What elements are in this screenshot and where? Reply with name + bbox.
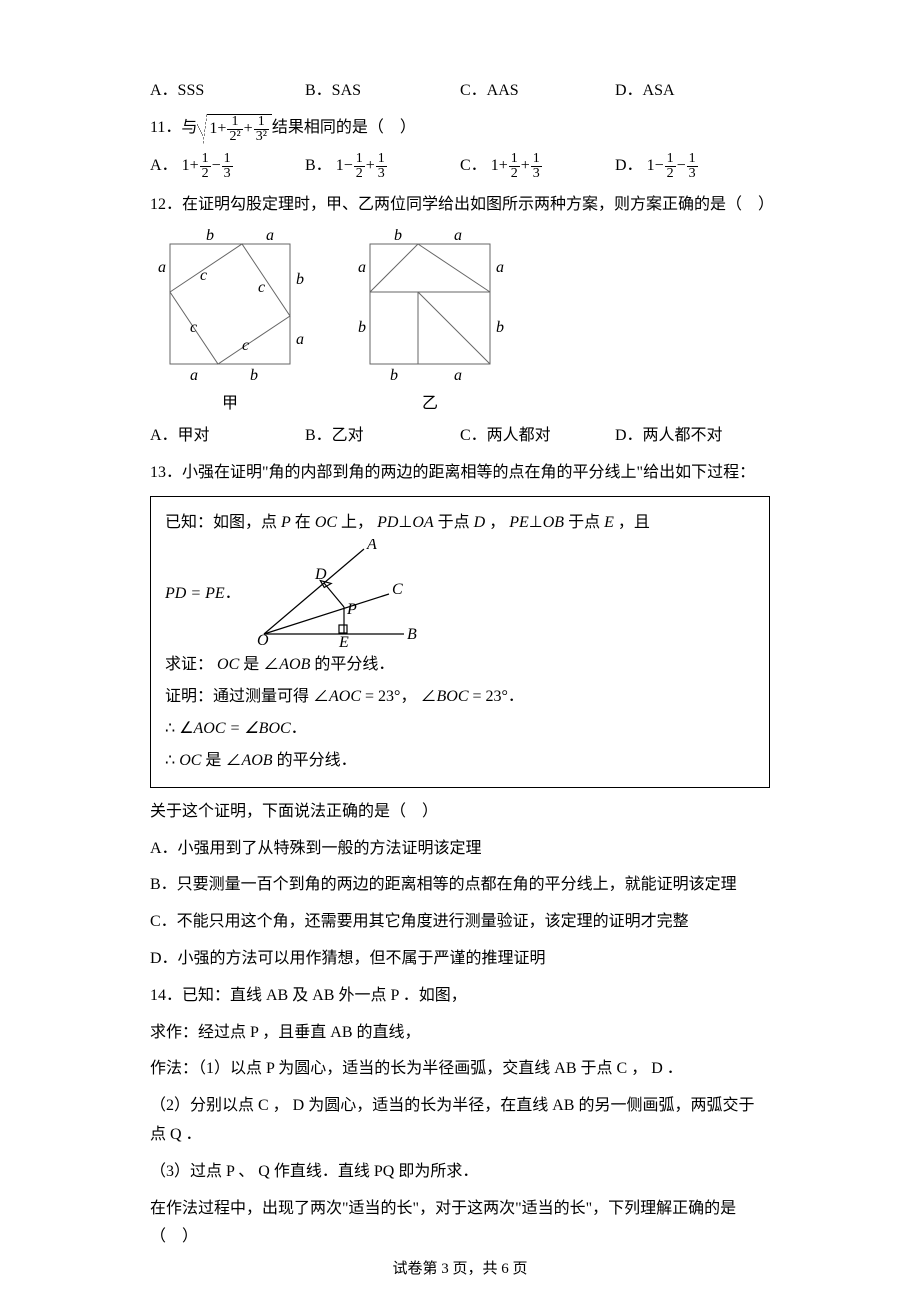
q10-options: A．SSS B．SAS C．AAS D．ASA <box>150 78 770 104</box>
q12-stem: 12．在证明勾股定理时，甲、乙两位同学给出如图所示两种方案，则方案正确的是（ ） <box>150 191 770 220</box>
q12-options: A．甲对 B．乙对 C．两人都对 D．两人都不对 <box>150 423 770 449</box>
q11-opt-a: A． 1+ 12 − 13 <box>150 152 305 181</box>
q10-opt-a: A．SSS <box>150 78 305 104</box>
q14-l1: 14．已知：直线 AB 及 AB 外一点 P ．如图， <box>150 982 770 1011</box>
svg-text:b: b <box>496 319 504 336</box>
svg-text:A: A <box>366 539 377 553</box>
q10-opt-d: D．ASA <box>615 78 770 104</box>
svg-text:a: a <box>296 331 304 348</box>
q12-opt-b: B．乙对 <box>305 423 460 449</box>
q13-prove: 求证： OC 是 AOB 的平分线． <box>165 649 755 681</box>
page: A．SSS B．SAS C．AAS D．ASA 11．与 1+ 12² + 13… <box>0 0 920 1302</box>
svg-text:b: b <box>394 229 402 244</box>
q12-opt-a: A．甲对 <box>150 423 305 449</box>
q12-opt-c: C．两人都对 <box>460 423 615 449</box>
q12-opt-d: D．两人都不对 <box>615 423 770 449</box>
q11-opt-d: D． 1− 12 − 13 <box>615 152 770 181</box>
svg-text:P: P <box>346 601 357 618</box>
q14-l2: 求作：经过点 P ，且垂直 AB 的直线， <box>150 1019 770 1048</box>
svg-text:B: B <box>407 626 417 643</box>
q10-opt-b: B．SAS <box>305 78 460 104</box>
q13-opt-a: A．小强用到了从特殊到一般的方法证明该定理 <box>150 835 770 864</box>
q13-after: 关于这个证明，下面说法正确的是（ ） <box>150 798 770 827</box>
q13-figure: O A B C D E P <box>249 539 419 649</box>
svg-text:O: O <box>257 632 269 649</box>
q11-opt-b: B． 1− 12 + 13 <box>305 152 460 181</box>
svg-text:b: b <box>250 367 258 384</box>
q14-l3: 作法：（1）以点 P 为圆心，适当的长为半径画弧，交直线 AB 于点 C ， D… <box>150 1055 770 1084</box>
svg-text:c: c <box>200 267 207 284</box>
q11-opt-c: C． 1+ 12 + 13 <box>460 152 615 181</box>
svg-text:a: a <box>454 367 462 384</box>
svg-text:a: a <box>496 259 504 276</box>
q13-proof-line2: AOC = ∠BOC． <box>165 713 755 745</box>
q11-stem: 11．与 1+ 12² + 13² 结果相同的是（ ） <box>150 114 770 144</box>
q14-l4: （2）分别以点 C ， D 为圆心，适当的长为半径，在直线 AB 的另一侧画弧，… <box>150 1092 770 1150</box>
svg-text:c: c <box>242 337 249 354</box>
q12-diagrams: b a a b a a b c c c c 甲 <box>150 229 770 413</box>
q13-proof-line3: OC 是 AOB 的平分线． <box>165 745 755 777</box>
q14-l5: （3）过点 P 、 Q 作直线．直线 PQ 即为所求． <box>150 1158 770 1187</box>
q13-given: 已知：如图，点 P 在 OC 上， PDOA 于点 D ， PEOB 于点 E … <box>165 507 755 539</box>
svg-text:a: a <box>158 259 166 276</box>
svg-text:b: b <box>390 367 398 384</box>
sqrt-icon: 1+ 12² + 13² <box>197 114 271 144</box>
svg-text:b: b <box>206 229 214 244</box>
q14-l6: 在作法过程中，出现了两次"适当的长"，对于这两次"适当的长"，下列理解正确的是（… <box>150 1195 770 1253</box>
svg-text:a: a <box>190 367 198 384</box>
yi-label: 乙 <box>350 389 510 413</box>
svg-text:a: a <box>266 229 274 244</box>
q12-diagram-jia: b a a b a a b c c c c 甲 <box>150 229 310 413</box>
q13-opt-b: B．只要测量一百个到角的两边的距离相等的点都在角的平分线上，就能证明该定理 <box>150 871 770 900</box>
svg-text:c: c <box>190 319 197 336</box>
q13-pd-pe-row: PD = PE． O A B C D E <box>165 539 755 649</box>
svg-text:C: C <box>392 581 403 598</box>
svg-text:c: c <box>258 279 265 296</box>
page-footer: 试卷第 3 页，共 6 页 <box>0 1257 920 1278</box>
q13-stem: 13．小强在证明"角的内部到角的两边的距离相等的点在角的平分线上"给出如下过程： <box>150 459 770 488</box>
yi-svg: b a a b a b b a <box>350 229 510 389</box>
jia-svg: b a a b a a b c c c c <box>150 229 310 389</box>
svg-text:a: a <box>454 229 462 244</box>
jia-label: 甲 <box>150 389 310 413</box>
svg-text:b: b <box>296 271 304 288</box>
q13-proof-box: 已知：如图，点 P 在 OC 上， PDOA 于点 D ， PEOB 于点 E … <box>150 496 770 788</box>
svg-text:b: b <box>358 319 366 336</box>
q12-diagram-yi: b a a b a b b a 乙 <box>350 229 510 413</box>
svg-text:a: a <box>358 259 366 276</box>
q13-opt-d: D．小强的方法可以用作猜想，但不属于严谨的推理证明 <box>150 945 770 974</box>
q13-opt-c: C．不能只用这个角，还需要用其它角度进行测量验证，该定理的证明才完整 <box>150 908 770 937</box>
svg-text:D: D <box>314 566 327 583</box>
q13-proof-line1: 证明：通过测量可得 AOC = 23°， BOC = 23°． <box>165 681 755 713</box>
q11-options: A． 1+ 12 − 13 B． 1− 12 + 13 C． 1+ 12 + 1… <box>150 152 770 181</box>
svg-text:E: E <box>338 634 349 649</box>
q10-opt-c: C．AAS <box>460 78 615 104</box>
